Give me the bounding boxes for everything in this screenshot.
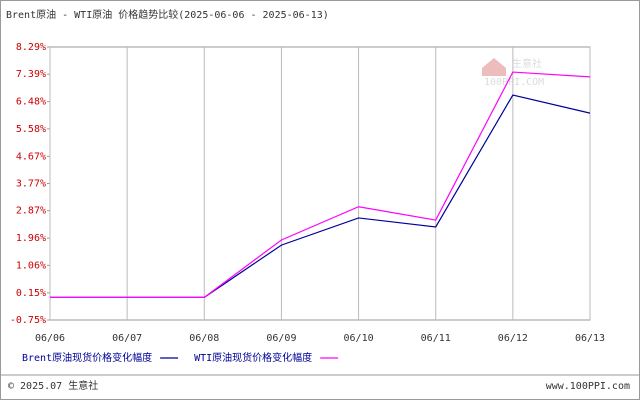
watermark: 生意社 100PPI.COM [482,57,544,88]
legend-label: WTI原油现货价格变化幅度 [194,351,312,364]
legend-label: Brent原油现货价格变化幅度 [22,351,152,364]
watermark-logo [482,58,506,76]
x-tick-label: 06/13 [575,333,605,344]
y-tick-label: 4.67% [16,151,46,162]
watermark-name: 生意社 [512,57,542,70]
y-tick-label: 2.87% [16,206,46,217]
y-tick-label: 6.48% [16,97,46,108]
x-tick-label: 06/08 [189,333,219,344]
footer-copyright: © 2025.07 生意社 [8,379,98,392]
series-line [50,71,591,298]
y-tick-label: 5.58% [16,124,46,135]
y-tick-label: -0.75% [10,315,46,326]
chart-title: Brent原油 - WTI原油 价格趋势比较(2025-06-06 - 2025… [6,8,329,21]
y-tick-label: 3.77% [16,179,46,190]
x-tick-label: 06/06 [35,333,65,344]
y-tick-label: 8.29% [16,42,46,53]
x-tick-label: 06/07 [112,333,142,344]
x-tick-label: 06/11 [421,333,451,344]
watermark-site: 100PPI.COM [484,77,544,88]
x-tick-label: 06/10 [344,333,374,344]
footer-site: www.100PPI.com [546,381,630,392]
x-tick-label: 06/12 [498,333,528,344]
y-tick-label: 0.15% [16,288,46,299]
y-tick-label: 1.96% [16,233,46,244]
y-tick-label: 1.06% [16,260,46,271]
y-tick-label: 7.39% [16,69,46,80]
x-tick-label: 06/09 [266,333,296,344]
